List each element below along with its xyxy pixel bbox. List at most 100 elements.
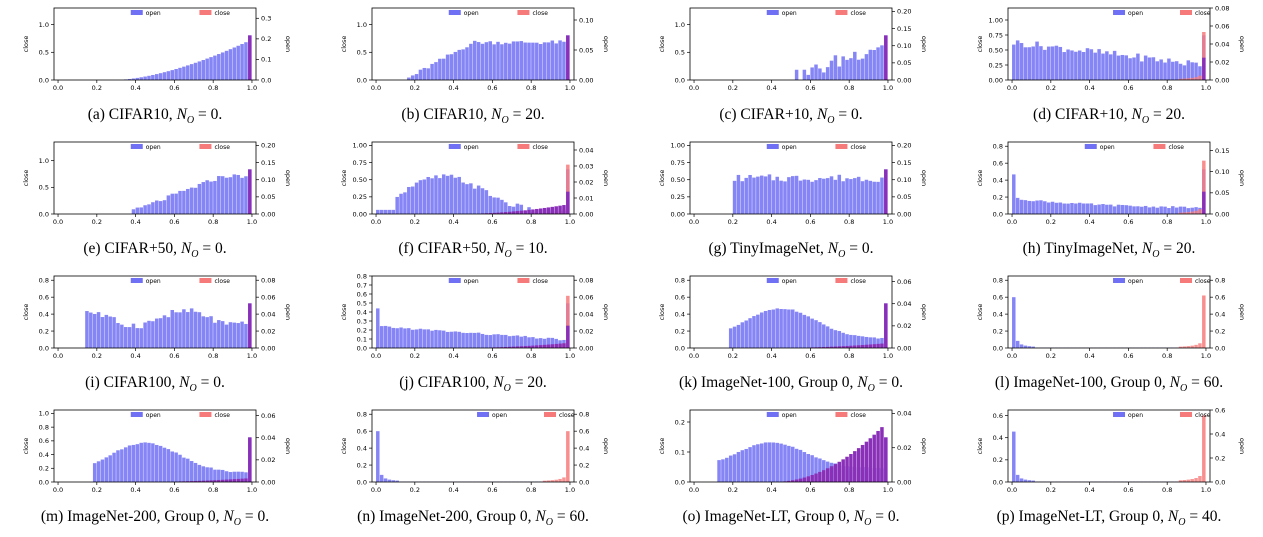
open-bar bbox=[407, 328, 411, 348]
overlap-bar bbox=[546, 344, 551, 348]
legend-close-label: close bbox=[850, 412, 866, 419]
open-bar bbox=[810, 67, 814, 80]
right-axis-label: open bbox=[920, 36, 928, 52]
open-bar bbox=[205, 317, 209, 348]
open-bar bbox=[1167, 58, 1171, 80]
overlap-bar bbox=[542, 344, 547, 348]
subplot-caption: (f) CIFAR+50, NO = 10. bbox=[318, 240, 628, 260]
open-bar bbox=[170, 70, 175, 80]
left-tick-label: 0.5 bbox=[39, 49, 49, 57]
open-bar bbox=[1143, 55, 1148, 80]
open-bar bbox=[155, 444, 159, 482]
overlap-bar bbox=[542, 207, 547, 214]
close-bar bbox=[1186, 346, 1191, 348]
open-bar bbox=[787, 309, 791, 348]
right-tick-label: 0.04 bbox=[261, 310, 275, 318]
open-bar bbox=[500, 44, 504, 80]
x-tick-label: 0.6 bbox=[1123, 352, 1133, 360]
open-bar bbox=[170, 193, 175, 214]
right-tick-label: 0.00 bbox=[897, 210, 911, 218]
open-bar bbox=[488, 41, 493, 80]
right-tick-label: 0.04 bbox=[579, 310, 593, 318]
left-tick-label: 0.75 bbox=[989, 31, 1003, 39]
caption-variable: NO = bbox=[535, 508, 570, 529]
overlap-bar bbox=[538, 345, 543, 348]
caption-variable: NO = bbox=[816, 106, 852, 127]
x-tick-label: 0.4 bbox=[130, 352, 140, 360]
open-bar bbox=[100, 317, 105, 348]
open-bar bbox=[1132, 57, 1136, 80]
caption-value: 60. bbox=[569, 508, 589, 525]
open-bar bbox=[779, 443, 783, 482]
open-bar bbox=[1062, 52, 1066, 80]
open-bar bbox=[213, 469, 217, 482]
left-axis-label: close bbox=[340, 36, 348, 53]
open-bar bbox=[147, 442, 151, 482]
open-bar bbox=[391, 327, 396, 348]
open-bar bbox=[244, 176, 248, 214]
open-bar bbox=[473, 332, 477, 348]
close-bar bbox=[1198, 343, 1202, 348]
overlap-bar bbox=[884, 303, 888, 348]
x-tick-label: 0.6 bbox=[169, 218, 179, 226]
open-bar bbox=[515, 203, 520, 214]
open-bar bbox=[127, 445, 132, 482]
open-bar bbox=[193, 187, 198, 214]
histogram-chart: 0.0 0.2 0.4 0.6 0.8 1.0 0.0 0.1 0.2 0.00 0.02 0.04 c… bbox=[658, 409, 928, 494]
caption-value: 0. bbox=[257, 508, 270, 525]
open-bar bbox=[504, 334, 508, 348]
subplot-f: 0.0 0.2 0.4 0.6 0.8 1.0 0.00 0.25 0.50 0.75 1.00 0.… bbox=[318, 134, 628, 268]
open-bar bbox=[178, 454, 182, 482]
right-tick-label: 0.10 bbox=[579, 16, 593, 24]
open-bar bbox=[1167, 208, 1171, 214]
open-bar bbox=[201, 60, 206, 80]
open-bar bbox=[220, 469, 225, 482]
x-tick-label: 0.2 bbox=[1046, 218, 1056, 226]
x-tick-label: 0.8 bbox=[526, 84, 536, 92]
overlap-bar bbox=[868, 438, 873, 482]
caption-value: 20. bbox=[1165, 106, 1185, 123]
overlap-bar bbox=[240, 478, 244, 482]
left-tick-label: 0.50 bbox=[353, 176, 367, 184]
histogram-chart: 0.0 0.2 0.4 0.6 0.8 1.0 0.0 0.5 1.0 0.00 0.05 0.10 c… bbox=[340, 7, 610, 92]
legend-close-swatch bbox=[517, 278, 530, 283]
x-tick-label: 0.8 bbox=[208, 84, 218, 92]
open-bar bbox=[403, 192, 407, 214]
close-bar bbox=[566, 295, 570, 348]
x-tick-label: 0.0 bbox=[1007, 352, 1017, 360]
open-bar bbox=[178, 67, 182, 80]
x-tick-label: 0.2 bbox=[728, 352, 738, 360]
open-bar bbox=[143, 205, 147, 214]
close-bar bbox=[1182, 480, 1187, 482]
overlap-bar bbox=[864, 344, 869, 348]
x-tick-label: 1.0 bbox=[247, 84, 257, 92]
open-bar bbox=[1171, 61, 1175, 80]
overlap-bar bbox=[825, 468, 830, 482]
open-bar bbox=[1085, 203, 1090, 214]
overlap-bar bbox=[566, 325, 570, 348]
open-bar bbox=[1112, 206, 1117, 214]
open-bar bbox=[422, 67, 427, 80]
legend-open-swatch bbox=[1113, 278, 1126, 283]
open-bar bbox=[759, 443, 764, 482]
left-axis-label: close bbox=[658, 170, 666, 187]
left-axis-label: close bbox=[340, 304, 348, 321]
overlap-bar bbox=[818, 471, 822, 482]
open-bar bbox=[872, 50, 876, 80]
x-tick-label: 0.0 bbox=[371, 486, 381, 494]
x-tick-label: 0.0 bbox=[689, 218, 699, 226]
open-bar bbox=[814, 320, 818, 348]
open-bar bbox=[872, 337, 876, 348]
right-tick-label: 0.0 bbox=[1215, 344, 1225, 352]
legend-open-swatch bbox=[766, 412, 779, 417]
left-tick-label: 0.4 bbox=[357, 308, 367, 316]
legend-open-label: open bbox=[146, 278, 161, 285]
open-bar bbox=[240, 321, 244, 348]
left-tick-label: 0.4 bbox=[993, 434, 1003, 442]
right-axis-label: open bbox=[284, 438, 292, 454]
open-bar bbox=[849, 179, 853, 214]
open-bar bbox=[1031, 480, 1035, 482]
open-bar bbox=[1054, 202, 1059, 214]
right-axis-label: open bbox=[1238, 438, 1246, 454]
caption-prefix: (j) CIFAR100, bbox=[399, 374, 494, 391]
